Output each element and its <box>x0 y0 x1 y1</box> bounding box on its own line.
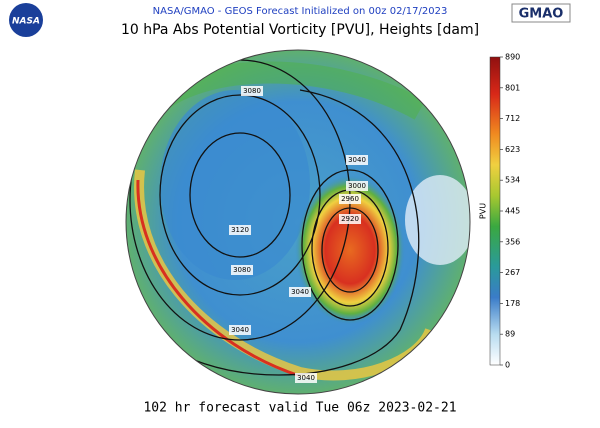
colorbar-tick-label: 623 <box>505 145 520 154</box>
contour-label-bg <box>295 373 317 383</box>
contour-label-bg <box>231 265 253 275</box>
colorbar-tick-label: 445 <box>505 207 520 216</box>
colorbar-label: PVU <box>479 203 488 219</box>
contour-label-bg <box>346 181 368 191</box>
contour-label: 3000 <box>348 182 366 190</box>
contour-label: 2920 <box>341 215 359 223</box>
colorbar-tick-label: 0 <box>505 361 510 370</box>
contour-label: 3080 <box>233 266 251 274</box>
contour-label-bg <box>229 225 251 235</box>
colorbar-tick-label: 356 <box>505 237 520 246</box>
map-border <box>125 49 471 395</box>
gmao-logo-text: GMAO <box>519 7 564 22</box>
nasa-logo <box>9 3 43 37</box>
contour-label: 3080 <box>243 87 261 95</box>
map <box>126 50 470 394</box>
contour-label: 3040 <box>348 156 366 164</box>
colorbar <box>489 56 501 366</box>
gmao-logo <box>511 3 571 23</box>
subtitle: NASA/GMAO - GEOS Forecast Initialized on… <box>153 6 448 17</box>
contour-label-bg <box>289 287 311 297</box>
footer: 102 hr forecast valid Tue 06z 2023-02-21 <box>143 401 456 416</box>
contour-label: 3040 <box>297 374 315 382</box>
colorbar-tick-label: 801 <box>505 83 520 92</box>
contour-label: 3040 <box>231 326 249 334</box>
contour-label: 3120 <box>231 226 249 234</box>
contour-label-bg <box>339 194 361 204</box>
contour-label: 2960 <box>341 195 359 203</box>
contour-label-bg <box>241 86 263 96</box>
contour-label-bg <box>346 155 368 165</box>
contour-label-bg <box>339 214 361 224</box>
colorbar-tick-label: 534 <box>505 176 520 185</box>
title: 10 hPa Abs Potential Vorticity [PVU], He… <box>121 22 479 38</box>
colorbar-tick-label: 178 <box>505 299 520 308</box>
colorbar-tick-label: 89 <box>505 330 515 339</box>
colorbar-tick-label: 712 <box>505 114 520 123</box>
contour-label: 3040 <box>291 288 309 296</box>
nasa-logo-text: NASA <box>12 17 40 27</box>
contour-label-bg <box>229 325 251 335</box>
colorbar-tick-label: 890 <box>505 53 520 62</box>
colorbar-tick-label: 267 <box>505 268 520 277</box>
